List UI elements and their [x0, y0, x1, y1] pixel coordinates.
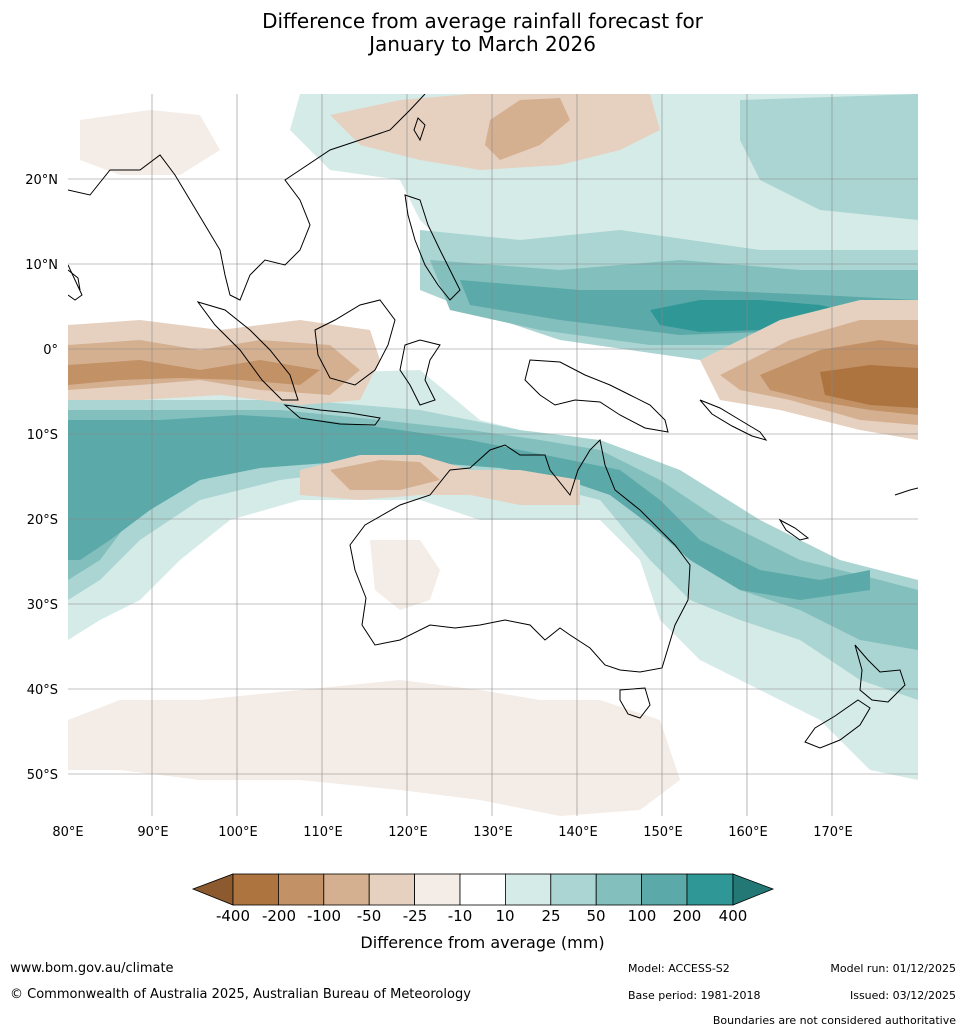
- colorbar-tick-label: -50: [356, 907, 382, 925]
- colorbar-tick-label: -10: [447, 907, 473, 925]
- colorbar-tick-label: 400: [718, 907, 748, 925]
- colorbar-tick-label: 10: [495, 907, 515, 925]
- solomon-islands-coastline: [699, 399, 768, 441]
- borneo-coastline: [314, 299, 396, 386]
- lat-label: 30°S: [27, 598, 58, 613]
- dry-region-timor-sea-mid: [330, 460, 440, 490]
- colorbar-segment: [595, 873, 643, 906]
- wet-region-medium-south: [68, 400, 918, 700]
- lon-label: 100°E: [218, 825, 258, 840]
- new-zealand-north-coastline: [854, 644, 906, 703]
- lon-label: 80°E: [52, 825, 83, 840]
- title-line-1: Difference from average rainfall forecas…: [262, 9, 703, 33]
- colorbar-tick-label: 200: [672, 907, 702, 925]
- colorbar-segment: [232, 873, 279, 906]
- dry-region-western-pacific-core: [820, 365, 918, 408]
- footer-issued: Issued: 03/12/2025: [849, 989, 956, 1002]
- taiwan-coastline: [413, 117, 426, 142]
- lat-label: 10°S: [27, 428, 58, 443]
- colorbar-tick-label: -400: [215, 907, 251, 925]
- colorbar-segment: [686, 873, 734, 906]
- mainland-asia-coastline: [68, 94, 426, 301]
- new-caledonia-coastline: [778, 518, 810, 541]
- sumatra-coastline: [196, 301, 299, 401]
- new-guinea-coastline: [524, 359, 669, 433]
- title-line-2: January to March 2026: [369, 32, 596, 56]
- dry-region-southern-ocean: [68, 680, 680, 816]
- latitude-labels: 20°N 10°N 0° 10°S 20°S 30°S 40°S 50°S: [25, 173, 58, 783]
- colorbar-segment: [368, 873, 416, 906]
- lat-label: 0°: [43, 343, 58, 358]
- colorbar-tick-label: -200: [261, 907, 297, 925]
- colorbar-segment: [641, 873, 688, 906]
- colorbar-segment: [323, 873, 370, 906]
- colorbar-segment: [459, 873, 506, 906]
- coastlines: [68, 94, 918, 749]
- colorbar-tick-label: 100: [627, 907, 657, 925]
- colorbar-tick-label: -100: [306, 907, 342, 925]
- lon-label: 120°E: [388, 825, 428, 840]
- map-field: [68, 94, 918, 816]
- lon-label: 160°E: [728, 825, 768, 840]
- fiji-coastline: [894, 487, 918, 496]
- lon-label: 90°E: [137, 825, 168, 840]
- lon-label: 140°E: [558, 825, 598, 840]
- longitude-labels: 80°E 90°E 100°E 110°E 120°E 130°E 140°E …: [52, 825, 852, 840]
- australia-coastline: [349, 438, 691, 673]
- colorbar-title: Difference from average (mm): [360, 933, 605, 952]
- java-coastline: [283, 404, 381, 426]
- lat-label: 50°S: [27, 768, 58, 783]
- colorbar-tick-label: -25: [402, 907, 428, 925]
- footer-base-period: Base period: 1981-2018: [628, 989, 761, 1002]
- lat-label: 20°S: [27, 513, 58, 528]
- wet-region-medium-northeast: [740, 94, 918, 220]
- lat-label: 20°N: [25, 173, 58, 188]
- colorbar-overflow: [732, 873, 775, 906]
- dry-region-south-china-sea-mid: [485, 98, 570, 160]
- dry-region-australia-inland: [370, 540, 440, 610]
- lon-label: 170°E: [813, 825, 853, 840]
- colorbar-tick-label: 50: [586, 907, 606, 925]
- dry-region-bay-of-bengal: [80, 110, 220, 175]
- lat-label: 40°S: [27, 683, 58, 698]
- india-sri-lanka-coastline: [68, 264, 83, 301]
- colorbar-segment: [504, 873, 552, 906]
- colorbar-segment: [414, 873, 461, 906]
- philippines-coastline: [404, 194, 461, 301]
- new-zealand-south-coastline: [804, 699, 871, 749]
- colorbar-tick-label: 25: [541, 907, 561, 925]
- lat-label: 10°N: [25, 258, 58, 273]
- footer-url: www.bom.gov.au/climate: [10, 961, 174, 976]
- colorbar: [191, 873, 775, 906]
- sulawesi-coastline: [399, 339, 441, 406]
- dry-region-equatorial-indian-deep: [68, 360, 320, 385]
- colorbar-segment: [277, 873, 325, 906]
- graticule: [68, 94, 918, 816]
- footer-model: Model: ACCESS-S2: [628, 962, 730, 975]
- footer-boundaries-note: Boundaries are not considered authoritat…: [712, 1014, 956, 1027]
- lon-label: 110°E: [303, 825, 343, 840]
- colorbar-underflow: [191, 873, 234, 906]
- footer-model-run: Model run: 01/12/2025: [830, 962, 956, 975]
- map-title: Difference from average rainfall forecas…: [0, 10, 965, 56]
- colorbar-segment: [550, 873, 597, 906]
- sri-lanka-coastline: [68, 269, 81, 291]
- footer-copyright: © Commonwealth of Australia 2025, Austra…: [10, 987, 471, 1002]
- tasmania-coastline: [619, 687, 651, 719]
- lon-label: 150°E: [643, 825, 683, 840]
- lon-label: 130°E: [473, 825, 513, 840]
- wet-region-core-indian: [68, 415, 870, 600]
